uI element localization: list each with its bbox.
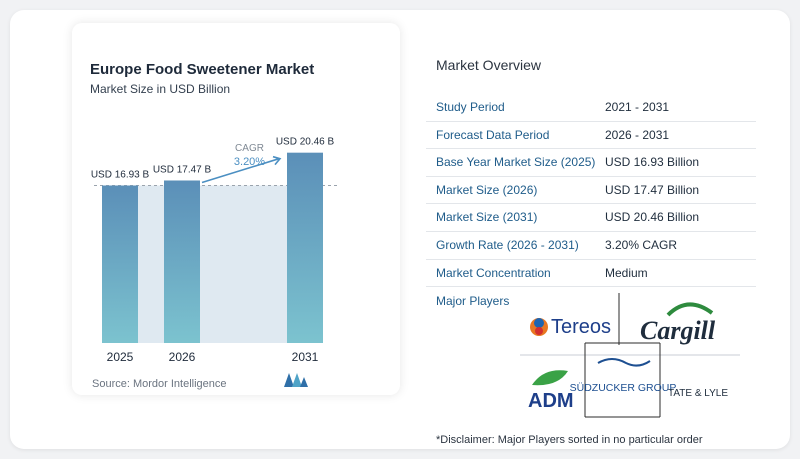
major-players-grid: Tereos Cargill ADM SÜDZUCKER GROUP TATE … [520, 293, 740, 418]
player-adm: ADM [528, 390, 574, 412]
bar-2026 [164, 180, 200, 343]
cargill-logo-icon [666, 302, 714, 317]
overview-row: Market Concentration Medium [426, 260, 756, 288]
row-value: USD 20.46 Billion [605, 210, 700, 225]
row-key: Market Concentration [436, 265, 551, 280]
overview-row: Base Year Market Size (2025) USD 16.93 Bi… [426, 149, 756, 177]
player-tate-lyle: TATE & LYLE [668, 388, 728, 399]
mordor-logo-icon [284, 373, 308, 387]
bar-2025 [102, 185, 138, 343]
data-label-2025: USD 16.93 B [91, 170, 150, 181]
row-key: Base Year Market Size (2025) [436, 155, 596, 170]
adm-leaf-icon [532, 370, 568, 386]
row-key: Growth Rate (2026 - 2031) [436, 237, 579, 252]
forecast-band [102, 185, 323, 343]
cagr-arrowhead [272, 155, 282, 166]
chart-title: Europe Food Sweetener Market [90, 61, 315, 78]
tick-2026: 2026 [169, 350, 196, 364]
overview-title: Market Overview [436, 57, 542, 73]
row-key: Market Size (2031) [436, 210, 538, 225]
overview-row: Growth Rate (2026 - 2031) 3.20% CAGR [426, 232, 756, 260]
disclaimer: *Disclaimer: Major Players sorted in no … [436, 434, 703, 446]
cagr-arrow [201, 157, 280, 184]
data-label-2031: USD 20.46 B [276, 137, 335, 148]
suedzucker-wave-icon [597, 358, 651, 367]
source-note: Source: Mordor Intelligence [92, 378, 227, 390]
row-value: Medium [605, 265, 648, 280]
data-label-2026: USD 17.47 B [153, 164, 212, 175]
cagr-value: 3.20% [234, 156, 265, 168]
row-value: 2021 - 2031 [605, 100, 670, 114]
row-key: Study Period [436, 100, 505, 114]
player-suedzucker: SÜDZUCKER GROUP [570, 382, 677, 394]
report-card: Europe Food Sweetener Market Market Size… [10, 10, 790, 449]
overview-table: Study Period 2021 - 2031 Forecast Data Pe… [426, 94, 756, 288]
cagr-label: CAGR [235, 143, 264, 154]
overview-row: Market Size (2031) USD 20.46 Billion [426, 204, 756, 232]
tick-2031: 2031 [292, 350, 319, 364]
chart-panel: Europe Food Sweetener Market Market Size… [72, 23, 400, 395]
major-players-label: Major Players [436, 294, 510, 308]
row-key: Forecast Data Period [436, 127, 550, 142]
tick-2025: 2025 [107, 350, 134, 364]
overview-row: Market Size (2026) USD 17.47 Billion [426, 177, 756, 205]
tereos-logo-icon [530, 318, 548, 336]
row-key: Market Size (2026) [436, 182, 538, 197]
overview-row: Study Period 2021 - 2031 [426, 94, 756, 122]
bar-chart: USD 16.93 B 2025 USD 17.47 B 2026 USD 20.46 … [91, 137, 337, 364]
player-tereos: Tereos [551, 316, 611, 338]
row-value: 3.20% CAGR [605, 237, 678, 252]
row-value: USD 16.93 Billion [605, 155, 700, 170]
overview-row: Forecast Data Period 2026 - 2031 [426, 122, 756, 150]
chart-subtitle: Market Size in USD Billion [90, 82, 231, 96]
player-cargill: Cargill [640, 316, 716, 345]
row-value: 2026 - 2031 [605, 127, 670, 142]
row-value: USD 17.47 Billion [605, 182, 700, 197]
bar-2031 [287, 152, 323, 343]
